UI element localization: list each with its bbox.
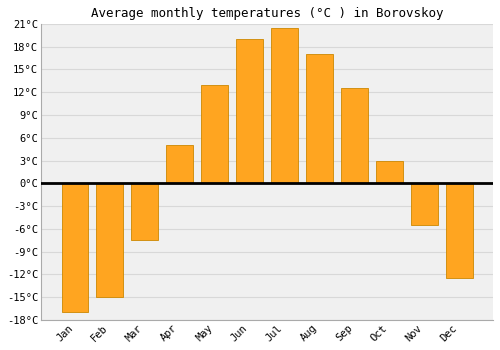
Bar — [412, 183, 438, 225]
Bar — [306, 54, 332, 183]
Title: Average monthly temperatures (°C ) in Borovskoy: Average monthly temperatures (°C ) in Bo… — [91, 7, 444, 20]
Bar — [376, 161, 402, 183]
Bar — [166, 145, 192, 183]
Bar — [202, 85, 228, 183]
Bar — [96, 183, 122, 297]
Bar — [132, 183, 158, 240]
Bar — [62, 183, 88, 312]
Bar — [272, 28, 297, 183]
Bar — [446, 183, 472, 278]
Bar — [342, 89, 367, 183]
Bar — [236, 39, 262, 183]
